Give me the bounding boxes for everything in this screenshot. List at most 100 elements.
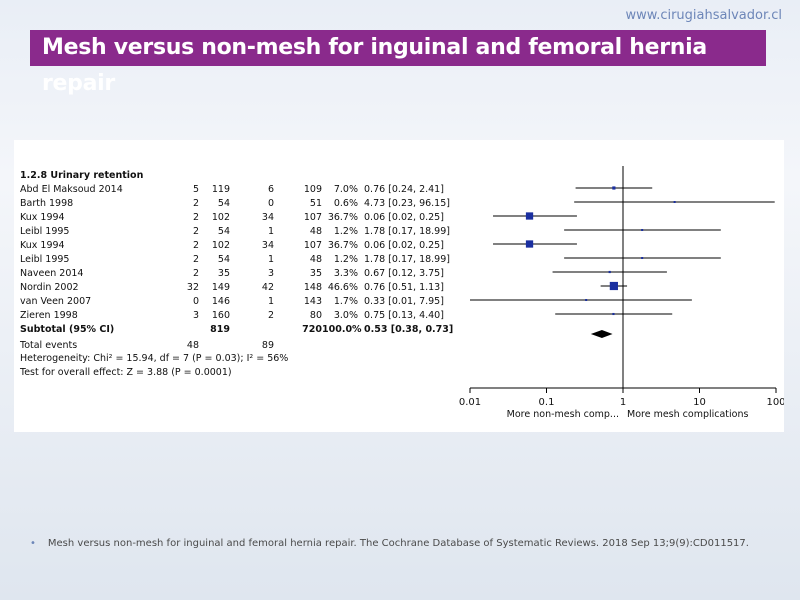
mesh-total: 54	[217, 198, 230, 209]
study-name: Kux 1994	[20, 240, 65, 251]
risk-ratio-ci: 0.67 [0.12, 3.75]	[364, 268, 444, 279]
weight: 1.2%	[333, 254, 358, 265]
subgroup-label: 1.2.8 Urinary retention	[20, 170, 144, 181]
mesh-events: 3	[192, 310, 199, 321]
weight: 7.0%	[333, 184, 358, 195]
nonmesh-events: 0	[267, 198, 274, 209]
nonmesh-total: 48	[309, 254, 322, 265]
x-tick-label: 0.1	[539, 397, 555, 408]
site-url: www.cirugiahsalvador.cl	[625, 8, 782, 23]
heterogeneity-text: Heterogeneity: Chi² = 15.94, df = 7 (P =…	[20, 353, 289, 364]
subtotal-label: Subtotal (95% CI)	[20, 324, 115, 335]
nonmesh-total: 107	[303, 212, 322, 223]
mesh-total: 35	[217, 268, 230, 279]
forest-plot-panel: 1.2.8 Urinary retention Abd El Maksoud 2…	[14, 140, 784, 432]
mesh-events: 2	[192, 198, 199, 209]
weight: 1.7%	[333, 296, 358, 307]
weight: 36.7%	[327, 212, 358, 223]
nonmesh-events: 42	[261, 282, 274, 293]
nonmesh-events: 1	[267, 254, 274, 265]
risk-ratio-ci: 0.76 [0.51, 1.13]	[364, 282, 444, 293]
total-events-label: Total events	[20, 340, 78, 351]
weight: 36.7%	[327, 240, 358, 251]
nonmesh-total: 51	[309, 198, 322, 209]
total-events-mesh: 48	[186, 340, 199, 351]
nonmesh-events: 34	[261, 240, 274, 251]
weight: 3.0%	[333, 310, 358, 321]
study-point	[641, 257, 644, 259]
nonmesh-total: 48	[309, 226, 322, 237]
study-point	[609, 281, 618, 291]
nonmesh-total: 35	[309, 268, 322, 279]
risk-ratio-ci: 0.75 [0.13, 4.40]	[364, 310, 444, 321]
study-point	[612, 312, 615, 316]
study-name: Zieren 1998	[20, 310, 78, 321]
bullet-icon: •	[30, 538, 36, 549]
risk-ratio-ci: 4.73 [0.23, 96.15]	[364, 198, 450, 209]
subtotal-n1: 819	[210, 324, 230, 335]
study-point	[641, 229, 644, 231]
study-point	[673, 201, 676, 203]
mesh-total: 146	[211, 296, 230, 307]
risk-ratio-ci: 0.06 [0.02, 0.25]	[364, 240, 444, 251]
subtotal-ci: 0.53 [0.38, 0.73]	[364, 324, 454, 335]
nonmesh-total: 80	[309, 310, 322, 321]
study-point	[525, 212, 534, 220]
weight: 0.6%	[333, 198, 358, 209]
nonmesh-events: 1	[267, 226, 274, 237]
nonmesh-total: 109	[303, 184, 322, 195]
mesh-total: 149	[211, 282, 230, 293]
risk-ratio-ci: 1.78 [0.17, 18.99]	[364, 254, 450, 265]
nonmesh-events: 3	[267, 268, 274, 279]
study-name: Abd El Maksoud 2014	[20, 184, 123, 195]
study-name: Leibl 1995	[20, 254, 70, 265]
study-name: Leibl 1995	[20, 226, 70, 237]
mesh-total: 54	[217, 254, 230, 265]
nonmesh-events: 6	[267, 184, 274, 195]
study-name: Kux 1994	[20, 212, 65, 223]
weight: 3.3%	[333, 268, 358, 279]
study-point	[612, 186, 616, 190]
mesh-events: 0	[192, 296, 199, 307]
mesh-events: 32	[186, 282, 199, 293]
slide-title: Mesh versus non-mesh for inguinal and fe…	[30, 30, 766, 96]
study-name: Naveen 2014	[20, 268, 84, 279]
nonmesh-total: 143	[303, 296, 322, 307]
mesh-events: 2	[192, 212, 199, 223]
weight: 46.6%	[327, 282, 358, 293]
subtotal-n2: 720	[302, 324, 322, 335]
mesh-events: 2	[192, 268, 199, 279]
nonmesh-total: 107	[303, 240, 322, 251]
forest-plot: 0.01 0.1 1 10 100 More non-mesh comp... More m…	[459, 166, 784, 420]
mesh-events: 5	[192, 184, 199, 195]
nonmesh-total: 148	[303, 282, 322, 293]
nonmesh-events: 1	[267, 296, 274, 307]
study-point	[525, 240, 534, 248]
x-tick-label: 100	[766, 397, 784, 408]
mesh-total: 160	[211, 310, 230, 321]
nonmesh-events: 2	[267, 310, 274, 321]
study-name: Barth 1998	[20, 198, 74, 209]
weight: 1.2%	[333, 226, 358, 237]
mesh-events: 2	[192, 240, 199, 251]
mesh-total: 119	[211, 184, 230, 195]
left-direction-label: More non-mesh comp...	[507, 409, 619, 420]
right-direction-label: More mesh complications	[627, 409, 749, 420]
citation: • Mesh versus non-mesh for inguinal and f…	[30, 538, 749, 549]
nonmesh-events: 34	[261, 212, 274, 223]
mesh-total: 102	[211, 212, 230, 223]
x-tick-label: 1	[620, 397, 626, 408]
x-tick-label: 0.01	[459, 397, 481, 408]
overall-effect-text: Test for overall effect: Z = 3.88 (P = 0…	[20, 367, 232, 378]
study-name: Nordin 2002	[20, 282, 79, 293]
pooled-diamond	[590, 330, 613, 338]
risk-ratio-ci: 0.76 [0.24, 2.41]	[364, 184, 444, 195]
citation-text: Mesh versus non-mesh for inguinal and fe…	[47, 538, 749, 549]
total-events-nonmesh: 89	[261, 340, 274, 351]
risk-ratio-ci: 1.78 [0.17, 18.99]	[364, 226, 450, 237]
study-point	[585, 299, 588, 301]
mesh-events: 2	[192, 226, 199, 237]
mesh-total: 102	[211, 240, 230, 251]
study-name: van Veen 2007	[20, 296, 92, 307]
mesh-events: 2	[192, 254, 199, 265]
